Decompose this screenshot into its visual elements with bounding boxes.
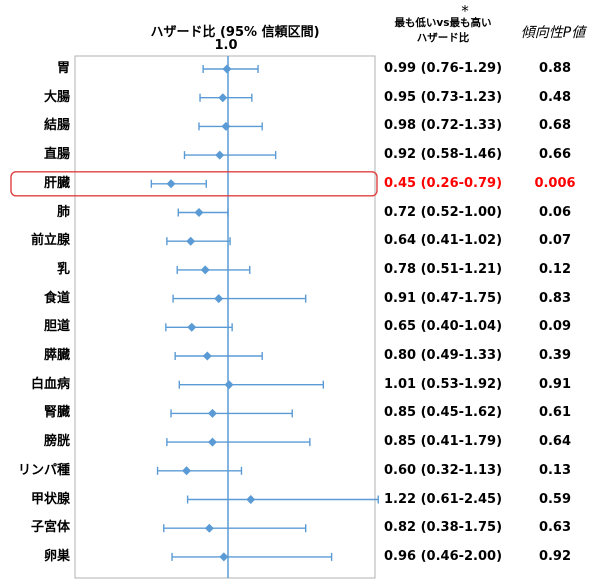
row-label: 膀胱	[43, 434, 70, 450]
p-trend-value: 0.07	[538, 233, 572, 249]
row-label: 肝臓	[43, 175, 70, 191]
forest-plot-title: ハザード比 (95% 信頼区間)	[150, 25, 320, 40]
p-trend-value: 0.88	[538, 61, 572, 76]
hazard-ratio-value: 0.96 (0.46-2.00)	[384, 548, 503, 564]
row-label: 前立腺	[30, 233, 70, 249]
hazard-ratio-marker	[219, 552, 229, 562]
row-label: 甲状腺	[30, 491, 70, 507]
row-label: リンパ種	[17, 462, 70, 478]
hazard-ratio-value: 0.72 (0.52-1.00)	[384, 204, 503, 220]
row-label: 大腸	[43, 89, 70, 105]
hazard-ratio-value: 0.95 (0.73-1.23)	[384, 89, 503, 105]
hazard-ratio-value: 0.64 (0.41-1.02)	[384, 233, 503, 249]
hazard-ratio-value: 0.78 (0.51-1.21)	[384, 261, 503, 277]
hazard-ratio-marker	[214, 294, 224, 304]
hazard-ratio-value: 1.22 (0.61-2.45)	[384, 491, 503, 507]
hazard-ratio-marker	[204, 523, 214, 533]
p-trend-value: 0.13	[538, 462, 572, 478]
hazard-ratio-marker	[207, 437, 217, 447]
row-label: 膵臓	[43, 348, 70, 363]
hazard-ratio-marker	[200, 265, 210, 275]
p-trend-value: 0.68	[538, 118, 572, 134]
p-trend-value: 0.48	[538, 89, 572, 105]
p-trend-column-header: 傾向性P値	[520, 25, 586, 41]
p-trend-value: 0.63	[538, 520, 572, 536]
hazard-ratio-value: 0.98 (0.72-1.33)	[384, 118, 503, 134]
row-label: 食道	[43, 290, 70, 306]
p-trend-value: 0.006	[534, 175, 576, 191]
p-trend-value: 0.64	[538, 434, 572, 450]
hazard-ratio-value: 0.60 (0.32-1.13)	[384, 462, 503, 478]
hazard-ratio-value: 0.92 (0.58-1.46)	[384, 147, 503, 163]
row-label: 卵巣	[43, 548, 70, 564]
hazard-ratio-marker	[218, 93, 228, 103]
hazard-ratio-marker	[207, 408, 217, 418]
row-label: 腎臓	[43, 405, 70, 421]
p-trend-value: 0.91	[538, 376, 572, 392]
hazard-ratio-value: 0.85 (0.45-1.62)	[384, 405, 503, 421]
p-trend-value: 0.92	[538, 548, 572, 564]
hazard-ratio-column-header: 最も低いvs最も高い ハザード比	[394, 17, 492, 44]
hazard-ratio-marker	[224, 380, 234, 390]
row-label: 直腸	[43, 147, 70, 163]
hazard-ratio-value: 0.45 (0.26-0.79)	[384, 175, 503, 191]
p-trend-value: 0.83	[538, 290, 572, 306]
hazard-ratio-marker	[215, 150, 225, 160]
hazard-ratio-marker	[221, 121, 231, 131]
hazard-ratio-value: 0.80 (0.49-1.33)	[384, 348, 503, 363]
p-trend-value: 0.39	[538, 348, 572, 363]
hazard-ratio-marker	[246, 495, 256, 504]
row-label: 乳	[56, 261, 70, 277]
hazard-ratio-marker	[186, 236, 196, 246]
hazard-ratio-value: 0.82 (0.38-1.75)	[384, 520, 503, 536]
row-label: 胃	[56, 61, 70, 76]
highlight-box	[10, 171, 378, 197]
row-label: 子宮体	[30, 520, 70, 536]
row-label: 胆道	[43, 319, 70, 335]
hazard-ratio-marker	[182, 466, 192, 476]
hazard-ratio-value: 0.65 (0.40-1.04)	[384, 319, 503, 335]
p-trend-value: 0.09	[538, 319, 572, 335]
hazard-ratio-marker	[202, 351, 212, 361]
reference-value-label: 1.0	[214, 38, 238, 53]
hazard-ratio-marker	[187, 322, 197, 332]
p-trend-value: 0.61	[538, 405, 572, 421]
p-trend-value: 0.12	[538, 261, 572, 277]
hazard-ratio-value: 0.99 (0.76-1.29)	[384, 61, 503, 76]
row-label: 白血病	[30, 376, 70, 392]
hazard-ratio-marker	[222, 64, 232, 74]
p-trend-value: 0.59	[538, 491, 572, 507]
row-label: 肺	[56, 204, 70, 220]
hazard-ratio-value: 0.85 (0.41-1.79)	[384, 434, 503, 450]
hazard-ratio-marker	[166, 179, 176, 189]
hazard-ratio-value: 1.01 (0.53-1.92)	[384, 376, 503, 392]
hazard-ratio-marker	[194, 208, 204, 217]
p-trend-value: 0.06	[538, 204, 572, 220]
footnote-mark: *	[461, 2, 469, 20]
plot-frame	[74, 55, 376, 579]
hazard-ratio-value: 0.91 (0.47-1.75)	[384, 290, 503, 306]
p-trend-value: 0.66	[538, 147, 572, 163]
row-label: 結腸	[43, 118, 70, 134]
